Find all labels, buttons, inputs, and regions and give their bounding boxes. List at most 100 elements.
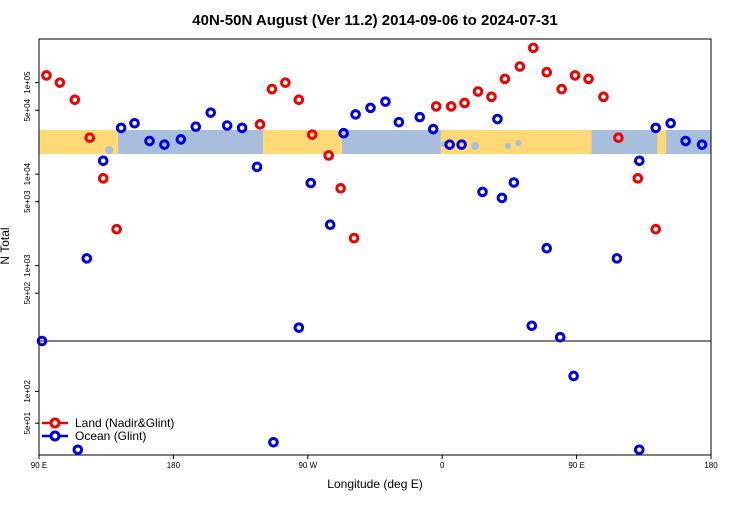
x-tick-label: 0 bbox=[440, 461, 445, 470]
ocean-point bbox=[526, 320, 538, 332]
ocean-point bbox=[508, 177, 520, 188]
ocean-point bbox=[496, 192, 508, 204]
ocean-point bbox=[634, 155, 645, 167]
y-tick-label: 1e+04 bbox=[23, 162, 32, 185]
y-tick-label: 5e+01 bbox=[23, 411, 32, 434]
y-axis-lower: 5e+01 1e+02 bbox=[23, 380, 39, 434]
land-point bbox=[97, 173, 109, 184]
ocean-point bbox=[456, 139, 467, 150]
ocean-point bbox=[665, 117, 676, 129]
land-point bbox=[280, 77, 291, 88]
ocean-point bbox=[350, 109, 361, 120]
ocean-point bbox=[393, 116, 405, 128]
land-point bbox=[254, 119, 266, 130]
ocean-point bbox=[268, 436, 279, 448]
land-point bbox=[323, 150, 335, 161]
ocean-point bbox=[175, 134, 187, 145]
map-ocean-region bbox=[591, 130, 658, 154]
land-point bbox=[514, 61, 526, 72]
ocean-point bbox=[365, 102, 376, 114]
ocean-point bbox=[72, 444, 84, 456]
land-point bbox=[583, 73, 594, 85]
y-axis-upper: 5e+02 1e+03 5e+03 1e+04 5e+04 1e+05 bbox=[23, 71, 39, 304]
land-point bbox=[527, 42, 539, 54]
land-point bbox=[348, 232, 360, 244]
map-ocean-region bbox=[118, 130, 263, 154]
y-tick-label: 1e+02 bbox=[23, 380, 32, 403]
ocean-point bbox=[650, 122, 662, 134]
x-tick-label: 90 W bbox=[298, 461, 317, 470]
ocean-point bbox=[144, 135, 155, 147]
ocean-point bbox=[293, 322, 305, 333]
land-point bbox=[556, 83, 567, 95]
land-point bbox=[335, 183, 346, 194]
ocean-point bbox=[554, 331, 566, 343]
ocean-point bbox=[236, 122, 248, 134]
x-tick-label: 180 bbox=[167, 461, 181, 470]
land-point bbox=[293, 94, 305, 106]
map-coast-detail bbox=[471, 142, 480, 150]
land-point bbox=[54, 77, 66, 88]
land-point bbox=[650, 223, 662, 235]
ocean-point bbox=[81, 253, 93, 264]
ocean-point bbox=[338, 127, 349, 139]
ocean-point bbox=[324, 219, 336, 231]
ocean-point bbox=[427, 123, 439, 135]
land-point bbox=[598, 91, 609, 103]
y-tick-label: 5e+04 bbox=[23, 98, 32, 121]
ocean-point bbox=[251, 161, 263, 173]
land-point bbox=[84, 132, 96, 144]
ocean-point bbox=[380, 96, 391, 107]
map-coast-detail bbox=[515, 140, 522, 146]
x-axis: 90 E 180 90 W 0 90 E 180 bbox=[31, 455, 718, 470]
land-point bbox=[613, 132, 624, 144]
ocean-point bbox=[568, 370, 579, 382]
lower-plot-frame bbox=[38, 340, 712, 456]
world-map-strip bbox=[39, 130, 711, 154]
legend-ocean-marker bbox=[49, 430, 61, 442]
map-coast-detail bbox=[105, 146, 114, 154]
x-axis-title: Longitude (deg E) bbox=[327, 477, 422, 491]
chart-title: 40N-50N August (Ver 11.2) 2014-09-06 to … bbox=[192, 12, 557, 29]
land-point bbox=[445, 101, 457, 112]
x-tick-label: 90 E bbox=[31, 461, 47, 470]
ocean-point bbox=[190, 121, 202, 132]
land-point bbox=[306, 129, 318, 140]
ocean-point bbox=[159, 139, 170, 150]
y-axis-title: N Total bbox=[0, 227, 12, 264]
map-ocean-region bbox=[342, 130, 441, 154]
ocean-point bbox=[36, 335, 48, 347]
land-point bbox=[541, 66, 553, 78]
y-tick-label: 1e+03 bbox=[23, 254, 32, 277]
y-tick-label: 1e+05 bbox=[23, 71, 32, 94]
x-tick-label: 90 E bbox=[568, 461, 584, 470]
legend-ocean-label: Ocean (Glint) bbox=[75, 429, 146, 443]
land-point bbox=[459, 97, 470, 109]
ocean-point bbox=[414, 111, 426, 123]
legend: Land (Nadir&Glint) Ocean (Glint) bbox=[42, 416, 174, 443]
x-tick-label: 180 bbox=[704, 461, 718, 470]
ocean-point bbox=[305, 177, 317, 189]
map-coast-detail bbox=[119, 145, 126, 151]
ocean-point bbox=[205, 107, 217, 118]
ocean-point bbox=[611, 253, 623, 264]
ocean-point bbox=[97, 155, 109, 167]
map-coast-detail bbox=[504, 143, 511, 149]
legend-land-marker bbox=[49, 417, 61, 429]
ocean-point bbox=[444, 139, 455, 150]
land-point bbox=[69, 94, 81, 106]
ocean-point bbox=[634, 444, 645, 456]
ocean-point bbox=[680, 135, 691, 147]
ocean-point bbox=[115, 122, 127, 134]
ocean-point bbox=[492, 113, 503, 125]
ocean-point bbox=[129, 117, 140, 129]
land-point bbox=[472, 86, 484, 97]
data-points bbox=[36, 42, 708, 456]
land-point bbox=[266, 83, 278, 95]
land-point bbox=[499, 73, 511, 85]
map-coast-detail bbox=[648, 142, 657, 150]
ocean-point bbox=[221, 120, 233, 131]
ocean-point bbox=[477, 186, 488, 198]
land-point bbox=[486, 91, 497, 103]
